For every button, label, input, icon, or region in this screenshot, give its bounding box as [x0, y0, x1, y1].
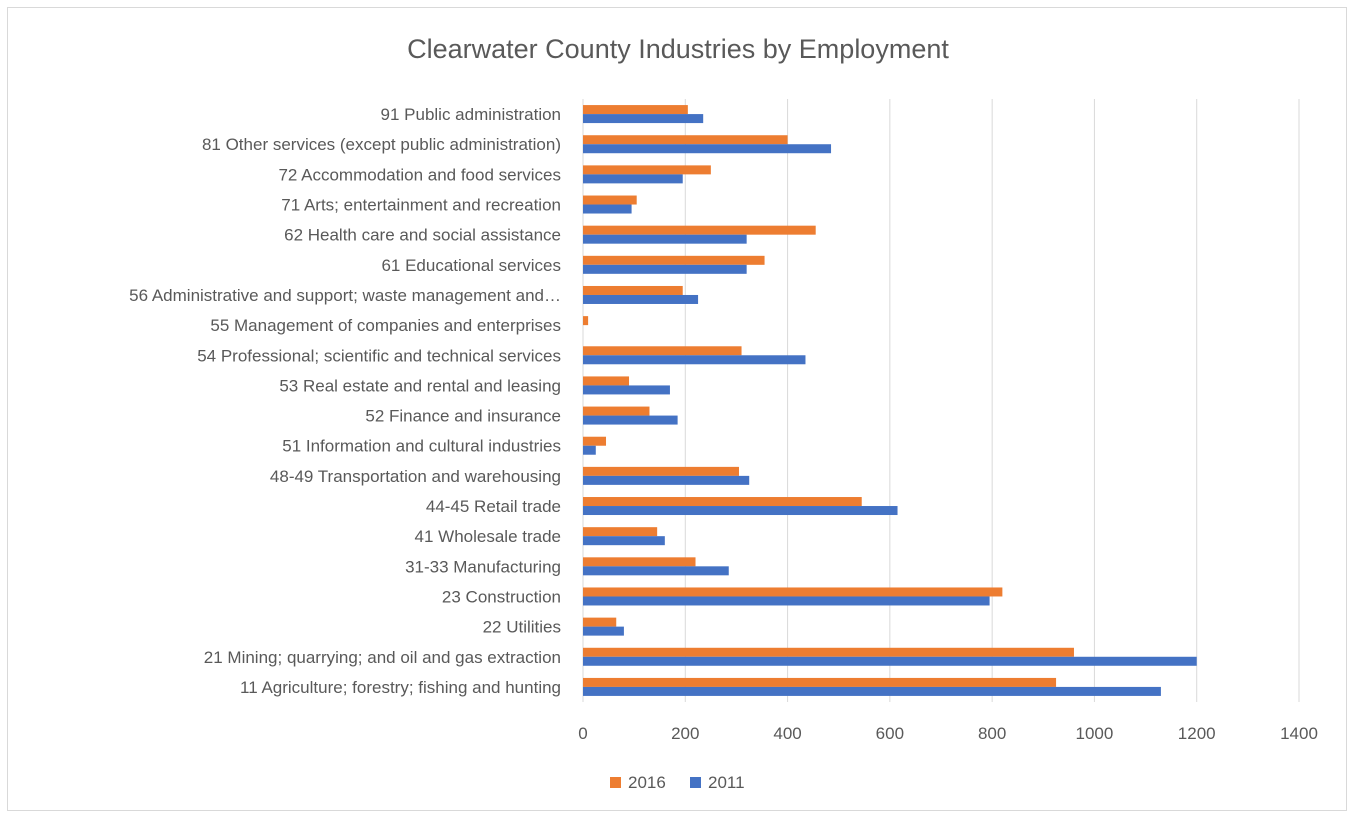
- category-label: 31-33 Manufacturing: [405, 557, 561, 576]
- bar-2016: [583, 497, 862, 507]
- bar-2016: [583, 647, 1074, 657]
- x-tick-labels: 0 200 400 600 800 1000 1200 1400: [578, 724, 1318, 743]
- bar-2011: [583, 686, 1161, 696]
- bar-2016: [583, 165, 711, 175]
- bar-2011: [583, 536, 665, 546]
- gridlines: [582, 99, 1300, 702]
- category-label: 55 Management of companies and enterpris…: [210, 316, 561, 335]
- x-tick-label: 1200: [1178, 724, 1216, 743]
- legend-label: 2016: [628, 773, 666, 792]
- bar-2016: [583, 195, 637, 205]
- legend-swatch: [610, 777, 621, 788]
- bar-2011: [583, 204, 632, 214]
- category-label: 44-45 Retail trade: [426, 497, 561, 516]
- category-label: 21 Mining; quarrying; and oil and gas ex…: [204, 648, 561, 667]
- bar-2016: [583, 285, 683, 295]
- x-tick-label: 1400: [1280, 724, 1318, 743]
- category-label: 23 Construction: [442, 587, 561, 606]
- bar-2016: [583, 406, 650, 416]
- x-tick-label: 1000: [1076, 724, 1114, 743]
- category-labels: 11 Agriculture; forestry; fishing and hu…: [129, 105, 561, 697]
- bar-2011: [583, 566, 729, 576]
- category-label: 61 Educational services: [381, 256, 561, 275]
- x-tick-label: 800: [978, 724, 1006, 743]
- category-label: 56 Administrative and support; waste man…: [129, 286, 561, 305]
- category-label: 71 Arts; entertainment and recreation: [281, 196, 561, 215]
- bar-2016: [583, 346, 742, 356]
- category-label: 53 Real estate and rental and leasing: [279, 376, 561, 395]
- bar-2011: [583, 475, 750, 485]
- bar-2016: [583, 436, 607, 446]
- legend-label: 2011: [708, 773, 745, 792]
- bar-2011: [583, 114, 704, 124]
- bar-2011: [583, 144, 832, 154]
- bar-2011: [583, 596, 990, 606]
- bar-2011: [583, 415, 678, 425]
- bar-2016: [583, 557, 696, 567]
- bar-2011: [583, 294, 699, 304]
- category-label: 52 Finance and insurance: [365, 407, 561, 426]
- x-tick-label: 200: [671, 724, 699, 743]
- bar-2016: [583, 587, 1003, 597]
- chart-title: Clearwater County Industries by Employme…: [407, 34, 949, 64]
- bar-2011: [583, 626, 624, 636]
- bar-2016: [583, 105, 688, 115]
- bar-2011: [583, 355, 806, 365]
- bar-2011: [583, 445, 596, 455]
- bar-2016: [583, 677, 1057, 687]
- x-tick-label: 400: [773, 724, 801, 743]
- category-label: 72 Accommodation and food services: [278, 165, 561, 184]
- bars: [583, 105, 1197, 696]
- legend: 2016 2011: [610, 773, 745, 792]
- category-label: 62 Health care and social assistance: [284, 226, 561, 245]
- x-tick-label: 0: [578, 724, 587, 743]
- category-label: 51 Information and cultural industries: [282, 437, 561, 456]
- bar-2011: [583, 234, 747, 244]
- bar-2016: [583, 225, 816, 235]
- bar-2016: [583, 527, 658, 537]
- bar-2011: [583, 506, 898, 516]
- bar-2011: [583, 264, 747, 274]
- bar-2016: [583, 376, 630, 386]
- category-label: 81 Other services (except public adminis…: [202, 135, 561, 154]
- category-label: 54 Professional; scientific and technica…: [197, 346, 561, 365]
- bar-2016: [583, 617, 617, 627]
- bar-2011: [583, 174, 683, 184]
- bar-2016: [583, 255, 765, 265]
- category-label: 48-49 Transportation and warehousing: [270, 467, 561, 486]
- category-label: 22 Utilities: [483, 618, 561, 637]
- legend-swatch: [690, 777, 701, 788]
- category-label: 41 Wholesale trade: [415, 527, 561, 546]
- bar-2016: [583, 466, 739, 476]
- bar-2011: [583, 656, 1197, 666]
- bar-2016: [583, 135, 788, 145]
- category-label: 11 Agriculture; forestry; fishing and hu…: [240, 678, 561, 697]
- bar-2011: [583, 385, 670, 395]
- bar-2016: [583, 316, 589, 326]
- category-label: 91 Public administration: [381, 105, 561, 124]
- x-tick-label: 600: [876, 724, 904, 743]
